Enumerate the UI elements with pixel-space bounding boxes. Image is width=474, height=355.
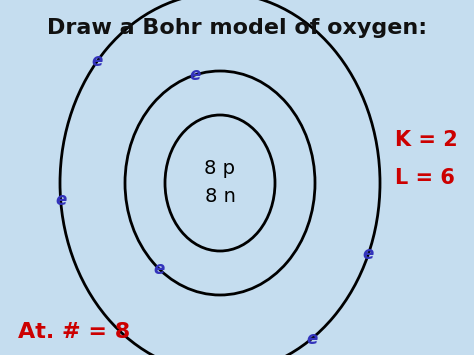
Text: e: e <box>55 191 66 208</box>
Text: e: e <box>160 353 171 355</box>
Text: e: e <box>363 245 374 263</box>
Text: e: e <box>92 52 103 70</box>
Text: K = 2: K = 2 <box>395 130 458 150</box>
Text: Draw a Bohr model of oxygen:: Draw a Bohr model of oxygen: <box>47 18 427 38</box>
Text: e: e <box>153 260 164 278</box>
Text: 8 n: 8 n <box>205 187 236 207</box>
Text: e: e <box>190 66 201 84</box>
Text: At. # = 8: At. # = 8 <box>18 322 130 342</box>
Text: L = 6: L = 6 <box>395 168 455 188</box>
Text: 8 p: 8 p <box>204 159 236 179</box>
Text: e: e <box>201 0 212 3</box>
Text: e: e <box>306 330 318 348</box>
